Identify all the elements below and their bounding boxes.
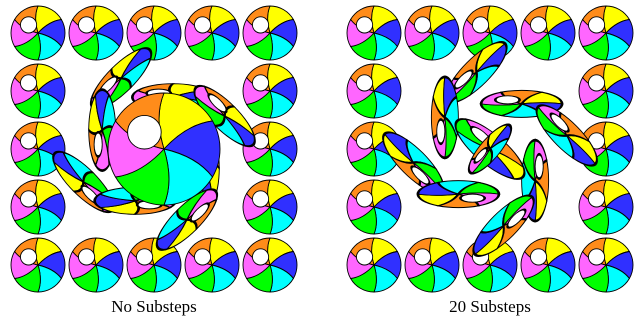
ball-cap [472, 17, 488, 33]
ball-cap [252, 17, 268, 33]
ball-cap [20, 17, 36, 33]
beach-ball [69, 6, 123, 60]
beach-ball [347, 180, 401, 234]
panel-no-substeps [11, 6, 297, 292]
ball-cap [20, 75, 36, 91]
beach-ball [11, 6, 65, 60]
ball-cap [252, 249, 268, 265]
ball-cap [460, 194, 484, 202]
beach-ball [405, 6, 459, 60]
ball-cap [356, 75, 372, 91]
beach-ball [347, 238, 401, 292]
ball-cap [252, 75, 268, 91]
beach-ball [431, 77, 458, 158]
beach-ball [579, 238, 633, 292]
beach-ball [185, 6, 239, 60]
beach-ball [347, 6, 401, 60]
beach-ball [108, 93, 220, 205]
beach-ball [418, 181, 499, 208]
ball-cap [588, 191, 604, 207]
ball-cap [136, 249, 152, 265]
beach-ball [243, 238, 297, 292]
beach-ball [579, 180, 633, 234]
ball-cap [20, 191, 36, 207]
ball-cap [78, 249, 94, 265]
beach-ball [243, 6, 297, 60]
ball-cap [530, 17, 546, 33]
caption: No Substeps [111, 297, 196, 316]
ball-cap [414, 249, 430, 265]
beach-ball [521, 6, 575, 60]
ball-cap [136, 17, 152, 33]
beach-ball [579, 6, 633, 60]
beach-ball [11, 180, 65, 234]
beach-ball [243, 64, 297, 118]
page: {"captions": ["No Substeps", "20 Substep… [0, 0, 644, 325]
ball-cap [20, 133, 36, 149]
ball-cap [495, 96, 519, 104]
ball-cap [356, 191, 372, 207]
figure: No Substeps 20 Substeps [0, 0, 644, 325]
beach-ball [243, 180, 297, 234]
ball-cap [194, 249, 210, 265]
ball-cap [588, 17, 604, 33]
beach-ball [405, 238, 459, 292]
ball-cap [128, 115, 162, 149]
ball-cap [414, 17, 430, 33]
beach-ball [185, 238, 239, 292]
beach-ball [347, 64, 401, 118]
beach-ball [579, 64, 633, 118]
panel-substeps [347, 6, 633, 292]
beach-ball [11, 238, 65, 292]
ball-cap [588, 249, 604, 265]
caption: 20 Substeps [449, 297, 531, 316]
ball-cap [437, 119, 445, 143]
ball-cap [356, 133, 372, 149]
ball-cap [20, 249, 36, 265]
ball-cap [530, 249, 546, 265]
ball-cap [356, 249, 372, 265]
ball-cap [588, 75, 604, 91]
ball-cap [78, 17, 94, 33]
beach-ball [69, 238, 123, 292]
beach-ball [11, 64, 65, 118]
beach-ball [521, 238, 575, 292]
ball-cap [252, 191, 268, 207]
ball-cap [535, 154, 543, 178]
ball-cap [94, 132, 102, 156]
ball-cap [356, 17, 372, 33]
ball-cap [194, 17, 210, 33]
